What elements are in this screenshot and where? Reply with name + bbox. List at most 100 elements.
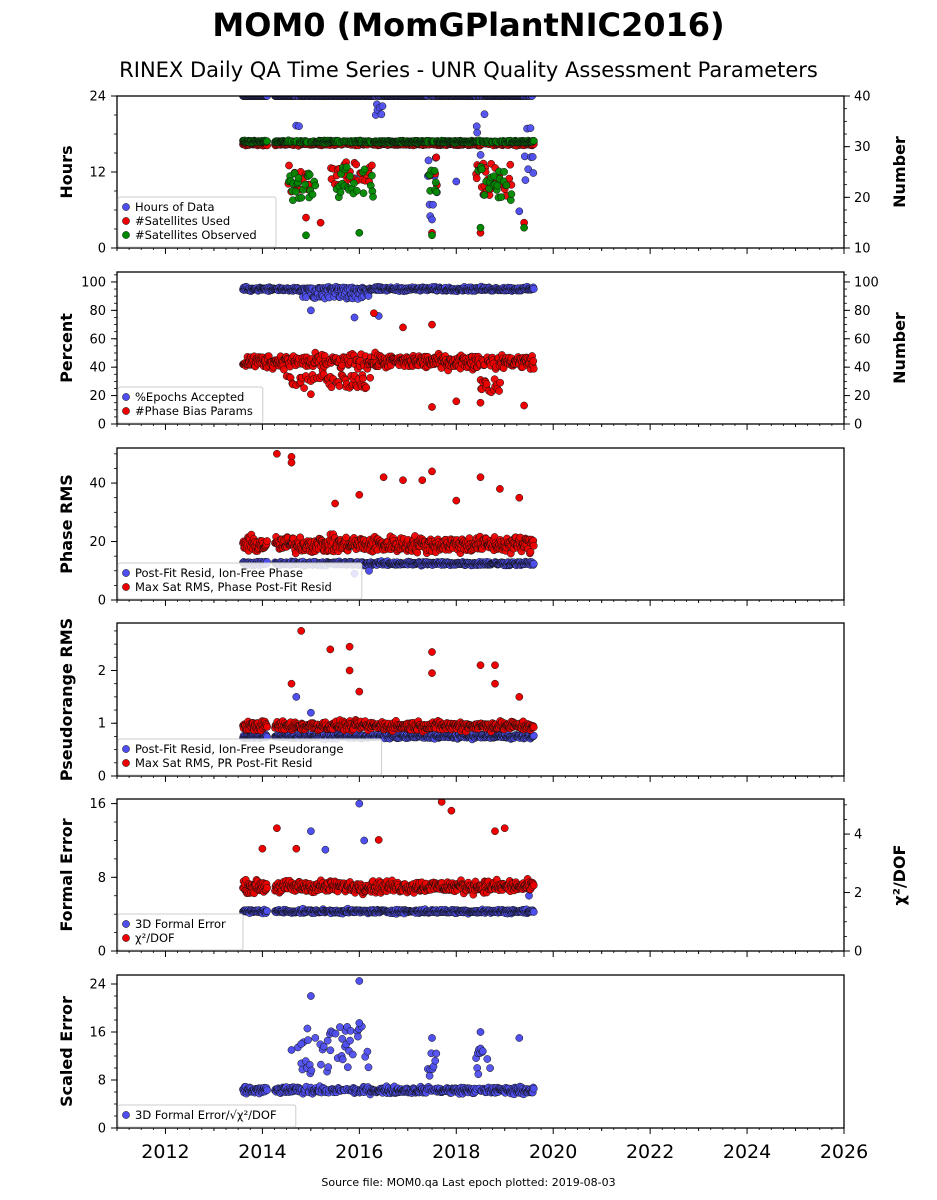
y2-tick-label: 40 xyxy=(854,361,871,376)
y2-axis-label: Number xyxy=(890,136,909,208)
data-point xyxy=(287,458,296,467)
data-point xyxy=(495,387,503,395)
data-point xyxy=(355,490,364,499)
y-tick-label: 12 xyxy=(89,166,106,181)
y-axis-label: Hours xyxy=(57,145,76,198)
data-point xyxy=(307,306,315,315)
legend-marker xyxy=(122,583,130,591)
data-point xyxy=(345,642,354,651)
data-point xyxy=(473,128,482,137)
data-point xyxy=(496,485,504,493)
data-point xyxy=(362,383,371,392)
data-point xyxy=(263,537,271,545)
legend-marker xyxy=(122,569,130,577)
data-point xyxy=(263,137,271,146)
chart-panel: 020406080100Percent020406080100Number%Ep… xyxy=(57,271,909,433)
data-point xyxy=(342,163,351,172)
data-points xyxy=(239,627,538,744)
data-point xyxy=(370,309,378,318)
data-point xyxy=(355,687,364,696)
legend-marker xyxy=(122,231,130,239)
legend-marker xyxy=(122,217,130,225)
data-point xyxy=(305,170,314,179)
data-point xyxy=(307,708,315,717)
data-point xyxy=(352,186,361,195)
y2-tick-label: 20 xyxy=(854,191,871,206)
data-point xyxy=(502,181,511,190)
data-point xyxy=(297,627,306,635)
data-point xyxy=(491,679,499,688)
data-point xyxy=(452,496,461,505)
data-point xyxy=(477,165,486,174)
y-tick-label: 40 xyxy=(89,361,106,376)
data-point xyxy=(529,364,538,373)
y-axis-label: Percent xyxy=(57,313,76,383)
data-point xyxy=(428,320,436,329)
data-points xyxy=(239,282,538,411)
data-point xyxy=(301,180,310,189)
data-point xyxy=(346,172,354,181)
data-point xyxy=(273,449,281,458)
data-point xyxy=(335,382,344,390)
data-point xyxy=(428,648,436,656)
y2-tick-label: 30 xyxy=(854,140,871,155)
y2-tick-label: 40 xyxy=(854,90,871,105)
data-point xyxy=(529,723,538,732)
y-tick-label: 0 xyxy=(98,594,106,609)
data-point xyxy=(496,378,505,387)
data-point xyxy=(524,165,533,174)
data-point xyxy=(497,193,506,201)
data-point xyxy=(378,102,387,111)
data-point xyxy=(263,723,271,731)
legend-marker xyxy=(122,407,130,415)
data-point xyxy=(418,476,427,485)
legend-label: #Satellites Observed xyxy=(135,228,257,242)
y-axis-label: Phase RMS xyxy=(57,474,76,574)
y-tick-label: 20 xyxy=(89,389,106,404)
data-point xyxy=(307,390,315,399)
data-point xyxy=(379,473,388,482)
data-point xyxy=(302,213,310,222)
data-point xyxy=(316,218,325,227)
data-point xyxy=(480,110,489,119)
data-point xyxy=(350,313,359,322)
data-points xyxy=(239,449,538,578)
legend-label: Max Sat RMS, Phase Post-Fit Resid xyxy=(135,580,332,594)
data-point xyxy=(515,693,524,701)
legend-box xyxy=(117,196,277,248)
y-tick-label: 24 xyxy=(89,90,106,105)
data-point xyxy=(429,200,437,209)
legend: %Epochs Accepted#Phase Bias Params xyxy=(117,386,264,424)
data-point xyxy=(296,533,305,542)
y-tick-label: 20 xyxy=(89,535,106,550)
data-point xyxy=(345,666,354,675)
data-point xyxy=(291,187,300,196)
data-point xyxy=(368,161,376,170)
data-point xyxy=(476,473,485,482)
data-point xyxy=(476,223,485,232)
data-point xyxy=(359,189,368,198)
data-point xyxy=(369,192,377,201)
data-point xyxy=(428,669,436,677)
data-point xyxy=(432,153,441,162)
data-point xyxy=(428,215,436,224)
data-point xyxy=(428,231,436,240)
data-point xyxy=(529,559,538,568)
data-point xyxy=(294,174,303,182)
data-point xyxy=(431,178,440,187)
data-point xyxy=(529,136,538,145)
data-point xyxy=(350,179,358,188)
data-point xyxy=(285,161,293,170)
data-point xyxy=(529,285,538,293)
y2-tick-label: 100 xyxy=(854,275,879,290)
data-point xyxy=(500,167,508,176)
series-Hours of Data xyxy=(239,96,538,224)
data-point xyxy=(491,661,499,670)
data-point xyxy=(355,228,364,237)
data-point xyxy=(342,533,350,542)
